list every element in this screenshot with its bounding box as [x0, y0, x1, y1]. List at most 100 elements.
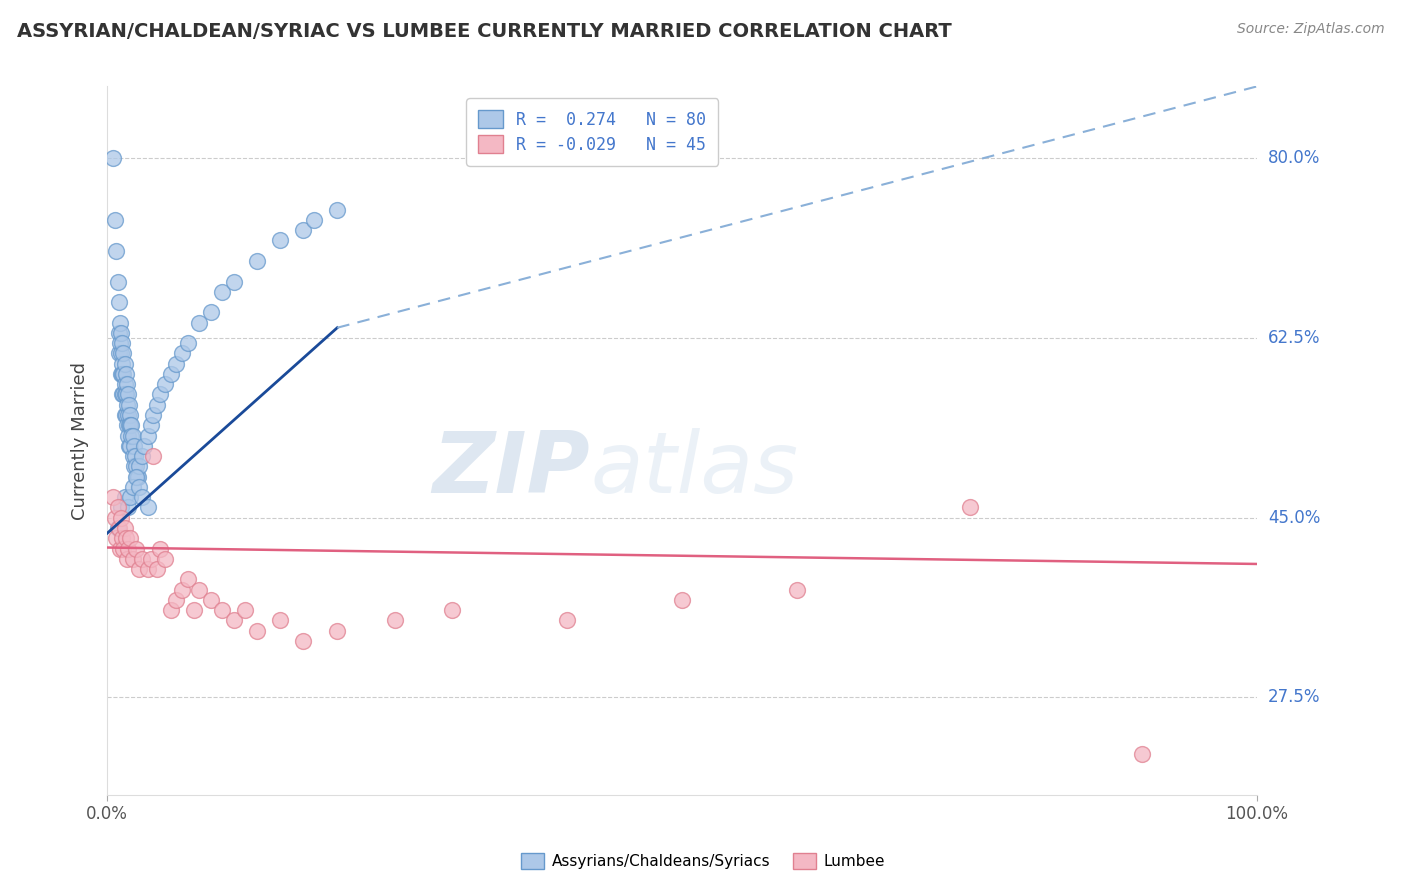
Point: [1130, 747, 1153, 761]
Point: [111, 387, 134, 401]
Point: [111, 367, 134, 381]
Point: [114, 387, 136, 401]
Point: [188, 316, 211, 330]
Point: [117, 387, 139, 401]
Point: [107, 500, 129, 515]
Point: [112, 541, 135, 556]
Point: [246, 254, 269, 268]
Text: ASSYRIAN/CHALDEAN/SYRIAC VS LUMBEE CURRENTLY MARRIED CORRELATION CHART: ASSYRIAN/CHALDEAN/SYRIAC VS LUMBEE CURRE…: [17, 22, 952, 41]
Point: [125, 459, 148, 474]
Point: [110, 346, 132, 360]
Point: [142, 408, 165, 422]
Point: [222, 275, 245, 289]
Point: [114, 357, 136, 371]
Point: [139, 551, 162, 566]
Point: [110, 500, 132, 515]
Point: [233, 603, 256, 617]
Point: [131, 490, 153, 504]
Text: 62.5%: 62.5%: [1268, 329, 1320, 347]
Point: [117, 541, 139, 556]
Point: [145, 562, 167, 576]
Point: [101, 151, 124, 165]
Point: [114, 408, 136, 422]
Point: [107, 275, 129, 289]
Point: [269, 614, 291, 628]
Point: [118, 439, 141, 453]
Point: [117, 408, 139, 422]
Point: [114, 408, 136, 422]
Point: [153, 377, 176, 392]
Point: [326, 202, 349, 217]
Point: [108, 336, 131, 351]
Point: [555, 614, 578, 628]
Point: [120, 490, 142, 504]
Point: [125, 541, 148, 556]
Point: [128, 562, 150, 576]
Point: [246, 624, 269, 638]
Point: [131, 551, 153, 566]
Point: [125, 469, 148, 483]
Point: [112, 387, 135, 401]
Point: [142, 449, 165, 463]
Point: [136, 562, 159, 576]
Point: [105, 244, 128, 258]
Point: [111, 531, 134, 545]
Point: [115, 551, 138, 566]
Point: [269, 234, 291, 248]
Point: [165, 357, 187, 371]
Point: [114, 377, 136, 392]
Point: [120, 418, 142, 433]
Point: [115, 418, 138, 433]
Point: [120, 418, 142, 433]
Point: [127, 469, 149, 483]
Point: [145, 398, 167, 412]
Point: [136, 428, 159, 442]
Point: [786, 582, 808, 597]
Legend: R =  0.274   N = 80, R = -0.029   N = 45: R = 0.274 N = 80, R = -0.029 N = 45: [467, 98, 718, 166]
Point: [170, 346, 193, 360]
Text: 45.0%: 45.0%: [1268, 508, 1320, 527]
Point: [107, 295, 129, 310]
Point: [121, 428, 143, 442]
Point: [114, 521, 136, 535]
Point: [112, 346, 135, 360]
Point: [101, 490, 124, 504]
Point: [136, 500, 159, 515]
Point: [671, 593, 693, 607]
Y-axis label: Currently Married: Currently Married: [72, 362, 89, 520]
Point: [159, 603, 181, 617]
Point: [115, 377, 138, 392]
Point: [959, 500, 981, 515]
Point: [122, 459, 145, 474]
Point: [108, 316, 131, 330]
Point: [114, 367, 136, 381]
Point: [200, 593, 222, 607]
Point: [120, 428, 142, 442]
Point: [121, 551, 143, 566]
Point: [200, 305, 222, 319]
Point: [114, 531, 136, 545]
Point: [177, 336, 200, 351]
Point: [139, 418, 162, 433]
Point: [149, 541, 172, 556]
Point: [114, 490, 136, 504]
Point: [211, 285, 233, 299]
Point: [222, 614, 245, 628]
Point: [107, 521, 129, 535]
Text: 27.5%: 27.5%: [1268, 689, 1320, 706]
Text: 80.0%: 80.0%: [1268, 149, 1320, 168]
Point: [177, 573, 200, 587]
Point: [326, 624, 349, 638]
Point: [183, 603, 205, 617]
Point: [127, 469, 149, 483]
Point: [132, 439, 155, 453]
Point: [304, 213, 326, 227]
Text: Source: ZipAtlas.com: Source: ZipAtlas.com: [1237, 22, 1385, 37]
Point: [165, 593, 187, 607]
Point: [104, 510, 127, 524]
Point: [117, 500, 139, 515]
Point: [120, 531, 142, 545]
Point: [291, 634, 314, 648]
Point: [111, 336, 134, 351]
Point: [110, 510, 132, 524]
